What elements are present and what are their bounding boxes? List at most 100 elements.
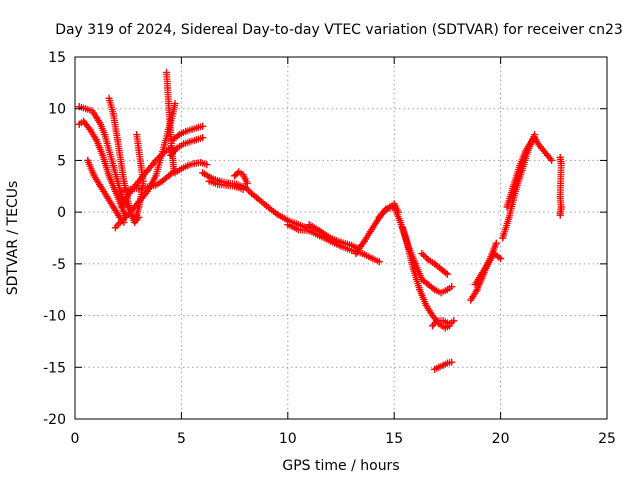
data-point [186, 138, 194, 146]
y-axis-label: SDTVAR / TECUs [5, 181, 21, 296]
data-point [143, 183, 151, 191]
data-point [543, 151, 551, 159]
data-point [222, 181, 230, 189]
data-point [131, 216, 139, 224]
data-point [352, 250, 360, 258]
x-tick-label: 5 [177, 431, 186, 447]
data-series-s23 [431, 358, 456, 373]
data-point [163, 69, 171, 77]
data-point [92, 136, 100, 144]
data-point [135, 203, 143, 211]
data-point [167, 131, 175, 139]
data-point [437, 265, 445, 273]
data-series-s22 [428, 317, 458, 330]
data-series-s16 [284, 221, 383, 266]
data-point [84, 156, 92, 164]
y-tick-label: 10 [48, 102, 66, 118]
data-point [316, 227, 324, 235]
data-point [109, 162, 117, 170]
data-point [431, 260, 439, 268]
data-point [305, 227, 313, 235]
data-point [439, 361, 447, 369]
data-point [173, 144, 181, 152]
data-point [503, 203, 511, 211]
x-axis-label: GPS time / hours [282, 458, 399, 474]
data-point [358, 250, 366, 258]
data-point [399, 224, 407, 232]
data-point [441, 324, 449, 332]
data-point [199, 169, 207, 177]
data-point [448, 283, 456, 291]
data-point [171, 100, 179, 108]
data-point [243, 179, 251, 187]
data-series-s11 [167, 134, 207, 159]
data-series-s9 [162, 68, 178, 175]
data-point [160, 141, 168, 149]
data-point [118, 187, 126, 195]
data-point [499, 234, 507, 242]
data-point [443, 359, 451, 367]
data-point [446, 320, 454, 328]
data-series-s12 [171, 158, 211, 177]
data-point [175, 131, 183, 139]
data-point [375, 213, 383, 221]
data-point [539, 146, 547, 154]
series-markers [499, 131, 539, 242]
data-point [190, 160, 198, 168]
data-point [99, 151, 107, 159]
data-point [418, 250, 426, 258]
data-point [120, 177, 128, 185]
data-point [556, 153, 564, 161]
data-point [169, 136, 177, 144]
data-point [205, 177, 213, 185]
data-point [235, 168, 243, 176]
data-point [169, 156, 177, 164]
data-series-s26 [499, 131, 539, 242]
data-point [294, 226, 302, 234]
x-tick-label: 15 [385, 431, 403, 447]
y-tick-label: 0 [57, 205, 66, 221]
data-point [405, 244, 413, 252]
data-point [214, 180, 222, 188]
data-point [105, 172, 113, 180]
data-point [382, 205, 390, 213]
data-point [437, 289, 445, 297]
data-point [416, 286, 424, 294]
chart-title: Day 319 of 2024, Sidereal Day-to-day VTE… [55, 22, 623, 38]
data-point [448, 358, 456, 366]
data-point [111, 224, 119, 232]
data-point [557, 203, 565, 211]
data-series-s20 [399, 224, 456, 297]
y-tick-label: 15 [48, 50, 66, 66]
data-series-s8 [118, 167, 179, 196]
data-series-s3 [84, 156, 128, 227]
data-point [88, 107, 96, 115]
data-point [166, 115, 174, 123]
data-point [184, 162, 192, 170]
data-point [171, 169, 179, 177]
data-point [97, 120, 105, 128]
data-point [75, 120, 83, 128]
data-point [152, 181, 160, 189]
data-series-s10 [169, 122, 207, 144]
data-point [97, 182, 105, 190]
data-point [203, 161, 211, 169]
data-point [231, 182, 239, 190]
data-point [118, 203, 126, 211]
data-point [169, 110, 177, 118]
x-tick-label: 20 [492, 431, 510, 447]
data-series-s1 [75, 103, 132, 211]
data-point [433, 317, 441, 325]
data-point [254, 195, 262, 203]
data-point [139, 177, 147, 185]
data-point [192, 136, 200, 144]
data-point [305, 221, 313, 229]
data-point [137, 162, 145, 170]
data-point [105, 146, 113, 154]
data-point [418, 275, 426, 283]
data-point [484, 260, 492, 268]
data-point [431, 365, 439, 373]
data-series-s27 [503, 136, 537, 211]
data-point [126, 208, 134, 216]
data-point [411, 260, 419, 268]
